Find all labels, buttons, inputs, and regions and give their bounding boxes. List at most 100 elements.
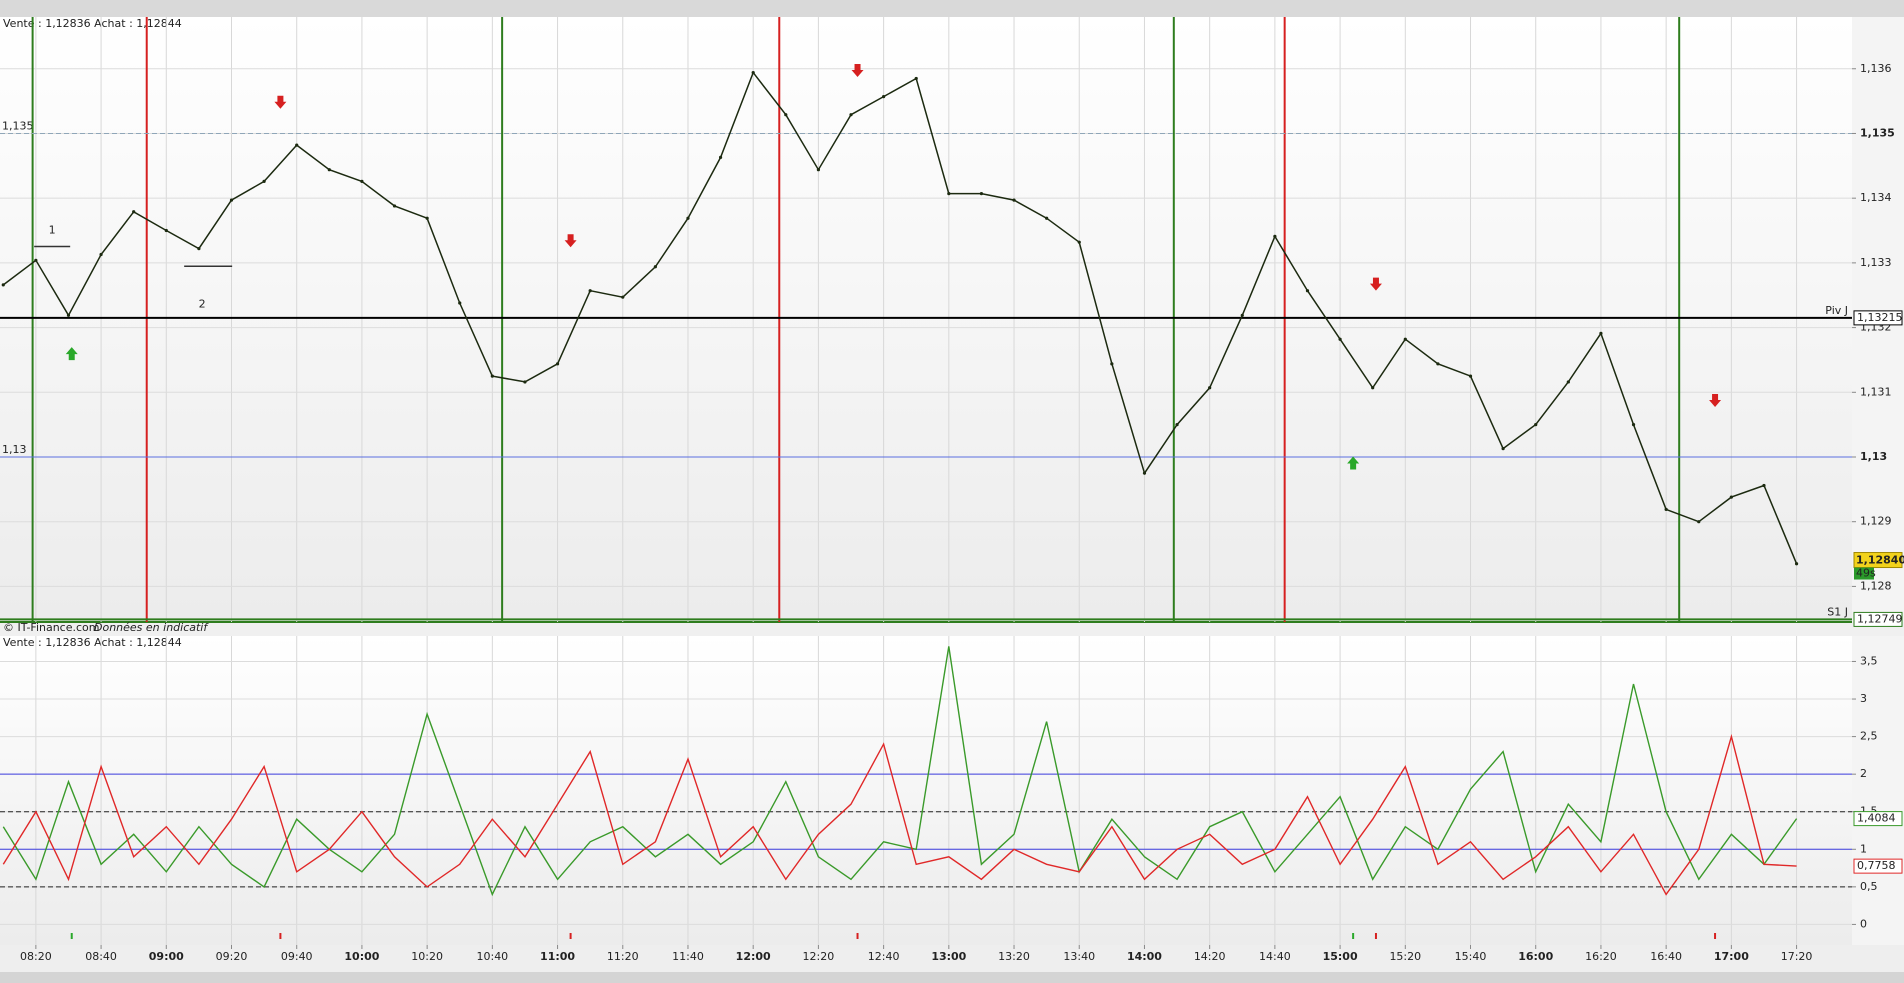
x-tick-label: 11:40 (672, 950, 704, 963)
price-point (523, 380, 527, 384)
x-tick-label: 08:20 (20, 950, 52, 963)
price-point (914, 76, 918, 81)
price-point (784, 113, 788, 117)
x-tick-label: 15:00 (1323, 950, 1358, 963)
oscillator-line (2, 733, 1797, 896)
y-tick-label: 3 (1860, 692, 1867, 705)
last-price-badge (1853, 552, 1903, 569)
last-price-text: 1,12840 (1856, 554, 1904, 567)
last-badge (1853, 858, 1903, 874)
x-tick-label: 08:40 (85, 950, 117, 963)
price-point (1142, 471, 1147, 475)
price-point (947, 192, 951, 196)
price-point (882, 94, 886, 99)
copyright: © IT-Finance.com (3, 621, 100, 634)
x-tick-label: 12:40 (868, 950, 900, 963)
x-tick-label: 09:20 (216, 950, 248, 963)
price-point (327, 168, 331, 172)
price-point (458, 301, 462, 305)
y-tick-label: 2 (1860, 767, 1867, 780)
y-tick-label: 1,13 (1860, 450, 1887, 463)
y-tick-label: 1,134 (1860, 191, 1892, 204)
disclaimer: Données en indicatif (94, 621, 209, 634)
price-point (1110, 362, 1114, 366)
x-tick-label: 14:00 (1127, 950, 1162, 963)
annotation: 2 (199, 297, 206, 310)
x-tick-label: 09:00 (149, 950, 184, 963)
x-tick-label: 15:20 (1389, 950, 1421, 963)
y-tick-label: 1,131 (1860, 385, 1892, 398)
price-point (1338, 337, 1342, 341)
price-point (1566, 380, 1570, 384)
price-line (2, 71, 1798, 565)
y-tick-label: 1,133 (1860, 256, 1892, 269)
level-label: Piv J (1825, 304, 1848, 317)
price-point (164, 228, 168, 233)
price-point (1468, 374, 1473, 378)
level-label: S1 J (1827, 605, 1848, 618)
level-badge (1853, 611, 1903, 627)
x-tick-label: 16:40 (1650, 950, 1682, 963)
y-tick-label: 1,136 (1860, 62, 1892, 75)
annotation: 1 (49, 224, 56, 237)
price-point (686, 216, 690, 220)
x-tick-label: 10:20 (411, 950, 443, 963)
last-badge-text: 1,4084 (1857, 812, 1896, 825)
signal-arrow (65, 347, 78, 361)
price-point (1371, 386, 1375, 390)
x-tick-label: 14:20 (1194, 950, 1226, 963)
price-point (34, 258, 38, 262)
level-badge (1853, 310, 1903, 326)
y-tick-label: 0 (1860, 917, 1867, 930)
y-tick-label: 1,128 (1860, 579, 1892, 592)
signal-arrow (274, 95, 287, 109)
x-tick-label: 17:00 (1714, 950, 1749, 963)
y-tick-label: 0,5 (1860, 880, 1878, 893)
last-badge-text: 0,7758 (1857, 859, 1896, 872)
price-point (1077, 240, 1081, 244)
price-point (66, 313, 71, 317)
level-badge-text: 1,12749 (1857, 612, 1903, 625)
y-tick-label: 1,129 (1860, 515, 1892, 528)
x-tick-label: 10:40 (476, 950, 508, 963)
price-point (1436, 362, 1440, 366)
x-tick-label: 09:40 (281, 950, 313, 963)
price-point (490, 374, 494, 378)
last-badge (1853, 811, 1903, 827)
price-point (132, 210, 136, 214)
price-point (1208, 386, 1212, 390)
price-point (99, 252, 103, 257)
x-tick-label: 11:20 (607, 950, 639, 963)
price-panel (0, 17, 1852, 622)
price-point (1501, 446, 1505, 451)
price-point (1175, 423, 1179, 427)
x-tick-label: 13:40 (1063, 950, 1095, 963)
footer-bar (0, 622, 1904, 636)
x-tick-label: 16:00 (1518, 950, 1553, 963)
y-tick-label: 1 (1860, 842, 1867, 855)
price-point (1240, 313, 1244, 317)
oscillator-info: Vente : 1,12836 Achat : 1,12844 (3, 636, 182, 649)
price-point (360, 179, 364, 183)
signal-arrow (564, 234, 577, 248)
y-tick-label: 1,135 (1860, 126, 1895, 139)
signal-arrow (1347, 456, 1360, 470)
x-tick-label: 12:20 (803, 950, 835, 963)
price-point (1697, 520, 1701, 524)
price-point (392, 204, 397, 208)
x-tick-label: 17:20 (1781, 950, 1813, 963)
x-tick-label: 13:00 (931, 950, 966, 963)
x-tick-label: 15:40 (1455, 950, 1487, 963)
oscillator-axis (1852, 636, 1904, 945)
price-point (262, 179, 266, 183)
x-tick-label: 14:40 (1259, 950, 1291, 963)
price-point (653, 265, 657, 269)
price-point (1403, 337, 1407, 341)
price-point (1273, 234, 1277, 238)
price-point (588, 289, 592, 293)
price-point (979, 192, 984, 196)
price-point (1045, 216, 1049, 220)
price-point (1534, 423, 1538, 427)
